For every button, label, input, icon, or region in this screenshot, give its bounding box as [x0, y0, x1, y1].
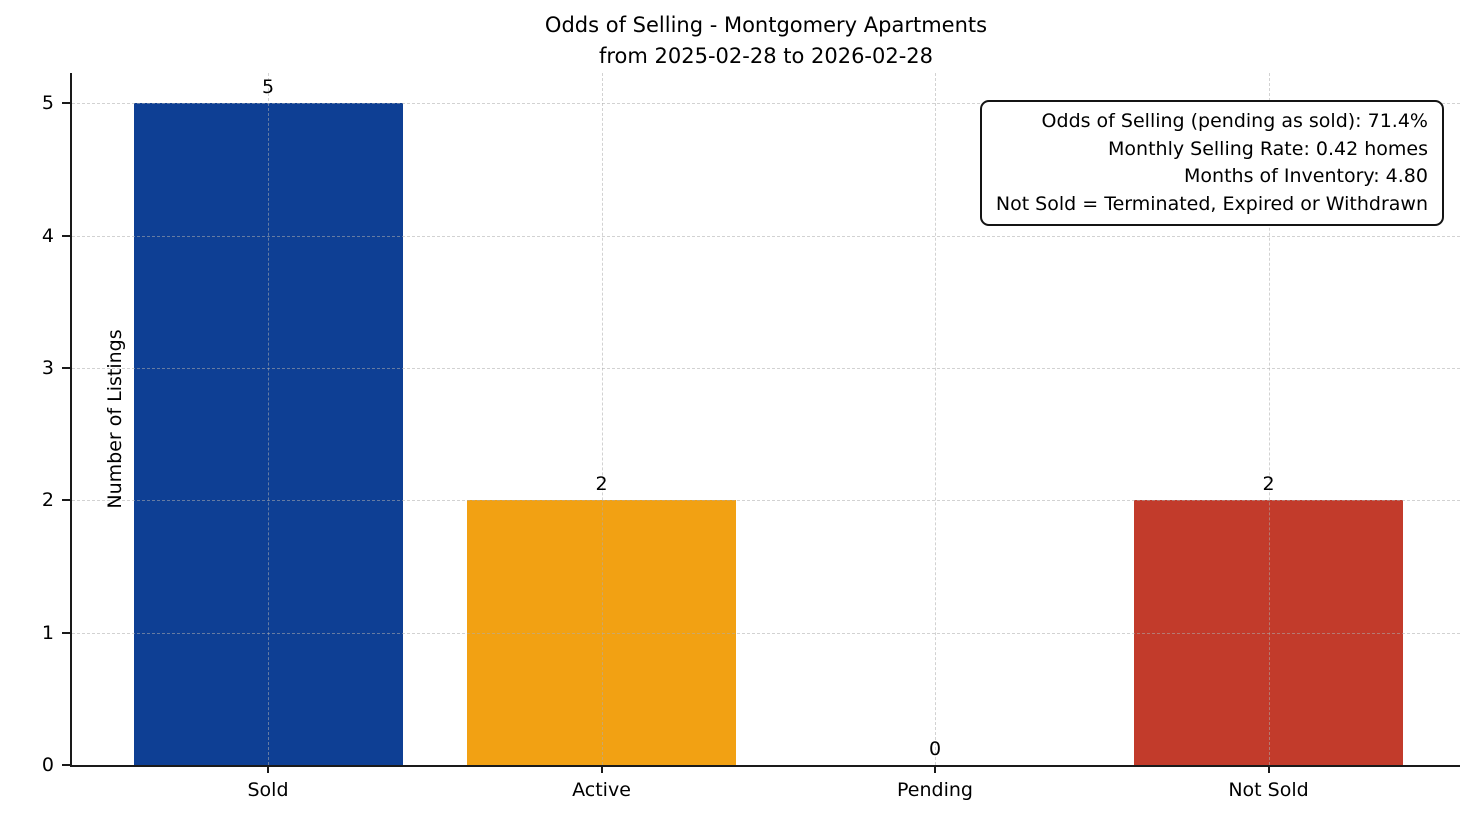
y-tick-label-3: 3	[41, 357, 54, 380]
y-axis-spine	[70, 73, 72, 767]
v-gridline-not-sold	[1268, 73, 1270, 765]
y-tick-label-5: 5	[41, 92, 54, 115]
chart-title-line-1: Odds of Selling - Montgomery Apartments	[544, 13, 988, 37]
h-gridline-5	[72, 103, 1460, 105]
x-tick-mark-pending	[934, 765, 936, 773]
bar-value-label-not-sold: 2	[1262, 473, 1275, 496]
h-gridline-3	[72, 368, 1460, 370]
y-tick-mark-1	[62, 631, 70, 634]
y-tick-mark-5	[62, 102, 70, 105]
y-tick-mark-4	[62, 234, 70, 237]
chart-title: Odds of Selling - Montgomery Apartments …	[72, 10, 1460, 72]
v-gridline-pending	[935, 73, 936, 765]
h-gridline-2	[72, 500, 1460, 502]
annotation-line-not-sold-note: Not Sold = Terminated, Expired or Withdr…	[995, 192, 1428, 215]
annotation-line-months-inventory: Months of Inventory: 4.80	[1184, 165, 1428, 187]
x-tick-label-not-sold: Not Sold	[1228, 779, 1309, 801]
h-gridline-4	[72, 235, 1460, 237]
v-gridline-active	[601, 73, 603, 765]
bar-value-label-sold: 5	[261, 76, 275, 99]
y-tick-mark-3	[62, 367, 70, 370]
y-tick-label-1: 1	[41, 621, 54, 644]
y-tick-mark-0	[62, 764, 70, 766]
y-tick-mark-2	[62, 499, 70, 502]
chart-title-line-2: from 2025-02-28 to 2026-02-28	[598, 44, 934, 68]
x-tick-mark-not-sold	[1267, 765, 1270, 773]
x-axis-spine	[70, 765, 1460, 767]
annotation-line-monthly-rate: Monthly Selling Rate: 0.42 homes	[1108, 137, 1428, 160]
x-tick-label-pending: Pending	[897, 779, 973, 801]
y-tick-label-0: 0	[41, 754, 54, 776]
x-tick-label-active: Active	[572, 779, 631, 801]
x-tick-label-sold: Sold	[247, 779, 289, 801]
x-tick-mark-sold	[267, 765, 269, 773]
stats-annotation-box: Odds of Selling (pending as sold): 71.4%…	[979, 100, 1444, 226]
y-tick-label-4: 4	[41, 224, 54, 247]
h-gridline-1	[72, 632, 1460, 634]
v-gridline-sold	[268, 73, 269, 765]
annotation-line-odds: Odds of Selling (pending as sold): 71.4%	[1041, 110, 1428, 132]
y-tick-label-2: 2	[41, 489, 54, 512]
bar-value-label-pending: 0	[928, 738, 942, 760]
plot-area: Number of Listings 5 2 0 2 0 1 2 3 4 5 Sold Active P…	[42, 73, 1460, 801]
bar-value-label-active: 2	[595, 473, 608, 496]
x-tick-mark-active	[600, 765, 603, 773]
